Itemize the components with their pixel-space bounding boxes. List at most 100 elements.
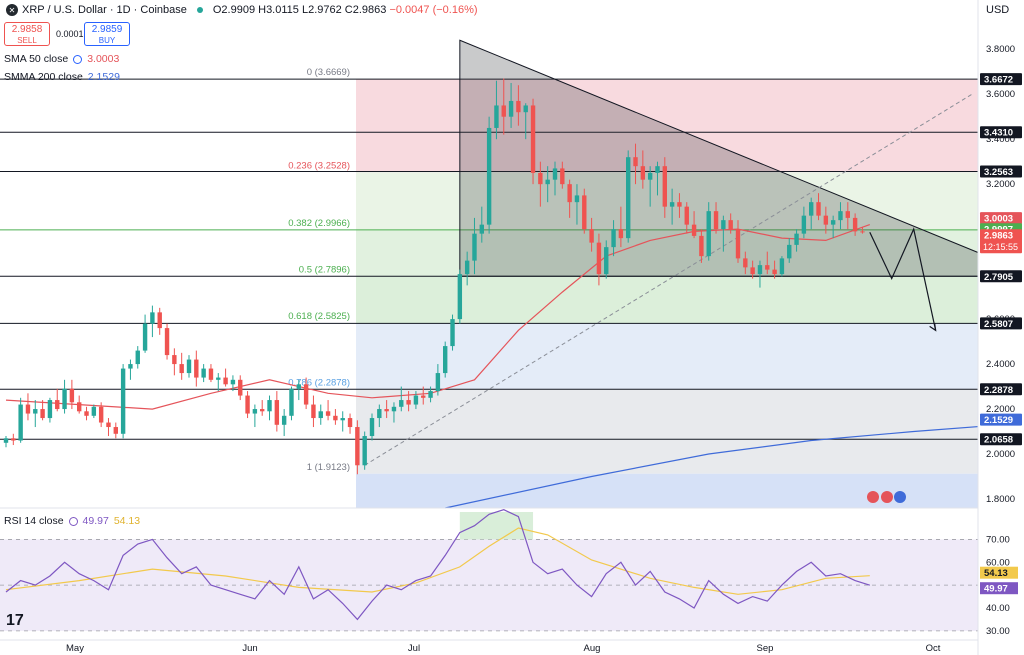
candle-body [530,105,536,173]
candle-body [340,418,345,421]
rsi-tag-label: 49.97 [984,584,1008,595]
sell-label: SELL [17,36,37,45]
candle-body [84,411,89,416]
buy-price: 2.9859 [91,24,123,35]
candle-body [179,364,184,374]
price-tick-label: 3.2000 [986,179,1015,190]
candle-body [604,247,609,275]
price-tag-label: 3.4310 [984,128,1013,139]
candle-body [721,220,726,230]
fib-level-label: 0.618 (2.5825) [288,311,350,322]
fib-level-label: 0 (3.6669) [307,67,350,78]
candle-body [362,436,367,466]
price-tag [980,383,1022,396]
candle-body [472,233,477,261]
event-icon [867,491,879,503]
candle-body [223,377,228,385]
candle-body [443,346,448,374]
candle-body [406,400,411,405]
candle-body [106,422,111,428]
ohlc-open: O2.9909 [212,4,256,16]
candle-body [611,229,616,248]
candle-body [274,400,280,425]
price-tag [980,73,1022,86]
candle-body [486,127,492,225]
sell-button[interactable]: 2.9858 SELL [4,22,50,46]
candle-body [501,105,506,117]
fib-level-label: 0.382 (2.9966) [288,218,350,229]
market-status-icon [196,7,203,13]
buy-label: BUY [98,36,116,45]
candle-body [669,202,675,207]
rsi-ma-value: 54.13 [113,515,141,527]
candle-body [208,368,214,380]
candle-body [120,368,126,434]
candle-body [596,242,602,275]
price-tag-label: 3.6672 [984,75,1013,86]
candle-body [582,195,587,230]
candle-body [333,415,338,421]
price-tag-label: 2.0658 [984,435,1013,446]
smma200-value: 2.1529 [87,71,120,83]
settings-icon[interactable] [73,54,83,64]
projection-arrowhead [929,323,937,332]
price-tick-label: 2.2000 [986,404,1015,415]
price-tag [980,212,1022,225]
candle-body [413,395,419,405]
rsi-legend[interactable]: RSI 14 close 49.97 54.13 [4,515,140,527]
smma200-label: SMMA 200 close [4,71,83,83]
fib-level-label: 0.5 (2.7896) [299,264,350,275]
rsi-label: RSI 14 close [4,515,64,527]
rsi-line [5,509,870,621]
candle-body [260,409,265,412]
candle-body [384,409,389,412]
price-tick-label: 1.8000 [986,494,1015,505]
fib-level-label: 0.236 (3.2528) [288,160,350,171]
candle-body [91,406,97,416]
chart-header: ✕ XRP / U.S. Dollar · 1D · Coinbase O2.9… [0,0,478,20]
candle-body [706,211,711,257]
candle-body [757,265,763,275]
candle-body [809,202,814,216]
price-tag-label: 2.2878 [984,385,1013,396]
sma50-line [5,224,871,410]
candle-body [450,319,455,347]
price-tag [980,126,1022,139]
buy-button[interactable]: 2.9859 BUY [84,22,130,46]
candle-body [55,400,60,410]
price-tag-label: 2.1529 [984,415,1013,426]
candle-body [186,359,192,374]
candle-body [238,379,243,396]
settings-icon[interactable] [68,516,78,526]
candle-body [699,235,704,257]
sma50-legend[interactable]: SMA 50 close 3.0003 [4,53,119,65]
symbol-title[interactable]: XRP / U.S. Dollar · 1D · Coinbase [22,4,187,16]
candle-body [347,418,353,428]
candle-body [69,388,75,403]
countdown-label: 12:15:55 [983,242,1018,252]
candle-body [735,229,741,259]
fib-zone [356,323,978,390]
candle-body [157,312,162,329]
fib-level-label: 0.786 (2.2878) [288,377,350,388]
candle-body [40,409,45,419]
candle-body [750,267,755,275]
candle-body [457,274,463,320]
currency-label[interactable]: USD [986,4,1010,16]
candle-body [574,195,580,203]
us-flag-icon [881,491,893,503]
rsi-tick-label: 70.00 [986,534,1010,545]
price-tag-label: 2.5807 [984,319,1013,330]
price-tick-label: 3.8000 [986,44,1015,55]
price-tag [980,165,1022,178]
price-tag [980,270,1022,283]
candle-body [421,395,426,398]
candle-body [647,172,653,180]
smma200-legend[interactable]: SMMA 200 close 2.1529 [4,71,120,83]
candle-body [508,100,514,117]
sell-price: 2.9858 [11,24,43,35]
candle-body [289,388,294,416]
candle-body [150,312,155,324]
candle-body [830,220,836,225]
